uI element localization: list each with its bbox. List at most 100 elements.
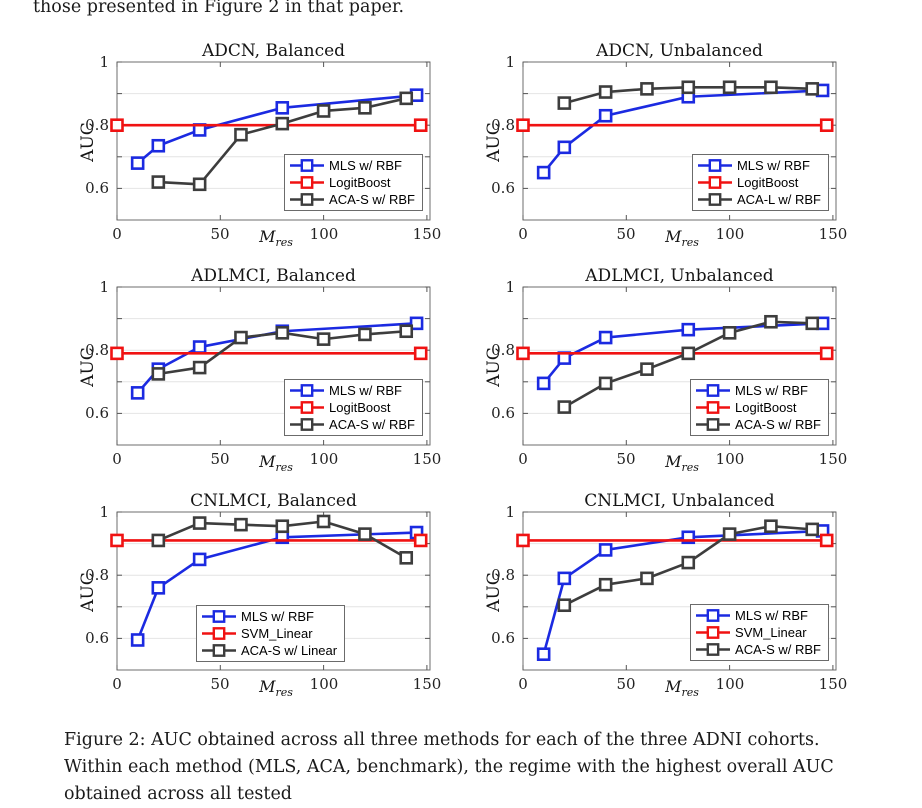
legend-item: MLS w/ RBF — [695, 607, 821, 624]
data-point-marker — [151, 581, 166, 595]
legend-item-label: MLS w/ RBF — [329, 383, 402, 398]
legend-item: ACA-S w/ Linear — [201, 642, 337, 659]
legend-item: SVM_Linear — [201, 625, 337, 642]
legend-item: LogitBoost — [289, 174, 415, 191]
x-tick-label: 150 — [412, 225, 442, 243]
data-point-marker — [819, 346, 834, 361]
data-point-marker — [358, 327, 372, 342]
plot-area — [516, 61, 837, 221]
legend-item: ACA-S w/ RBF — [695, 416, 821, 433]
legend-item: ACA-L w/ RBF — [697, 191, 821, 208]
data-point-marker — [234, 517, 248, 532]
data-point-marker — [234, 330, 248, 345]
data-point-marker — [516, 533, 530, 548]
data-point-marker — [358, 527, 372, 541]
data-point-marker — [805, 316, 820, 331]
legend-line-sample — [290, 401, 325, 414]
data-point-marker — [316, 514, 331, 529]
data-point-marker — [316, 104, 331, 118]
plot-area — [516, 286, 837, 446]
legend-item-label: SVM_Linear — [735, 625, 807, 640]
chart-title: ADCN, Balanced — [201, 41, 346, 61]
x-tick-label: 0 — [518, 225, 528, 243]
axes-box — [522, 286, 837, 446]
legend: MLS w/ RBF LogitBoost ACA-S w/ RBF — [284, 379, 423, 436]
legend-item: ACA-S w/ RBF — [289, 191, 415, 208]
data-point-marker — [598, 376, 613, 391]
chart-title: CNLMCI, Balanced — [190, 491, 357, 511]
legend-item: LogitBoost — [697, 174, 821, 191]
data-point-marker — [681, 322, 696, 337]
y-tick-label: 1 — [99, 278, 109, 296]
legend-line-sample — [696, 384, 731, 397]
data-point-marker — [557, 96, 572, 110]
data-point-marker — [805, 82, 820, 96]
data-point-marker — [640, 82, 654, 96]
data-point-marker — [413, 346, 428, 361]
x-tick-label: 150 — [412, 450, 442, 468]
x-tick-label: 0 — [518, 675, 528, 693]
data-point-marker — [598, 330, 613, 345]
data-point-marker — [722, 326, 737, 340]
x-tick-label: 100 — [309, 450, 339, 468]
data-point-marker — [722, 80, 737, 95]
data-point-marker — [130, 156, 145, 170]
data-point-marker — [640, 362, 654, 376]
x-tick-label: 100 — [309, 225, 339, 243]
data-point-marker — [516, 346, 530, 361]
legend-item: MLS w/ RBF — [695, 382, 821, 399]
data-point-marker — [722, 527, 737, 541]
x-tick-label: 50 — [616, 450, 636, 468]
x-tick-label: 50 — [210, 675, 230, 693]
legend: MLS w/ RBF SVM_Linear ACA-S w/ RBF — [690, 604, 829, 661]
data-point-marker — [516, 118, 530, 132]
x-tick-label: 50 — [210, 450, 230, 468]
plot-area — [110, 511, 431, 671]
x-tick-label: 150 — [818, 675, 848, 693]
legend-item-label: MLS w/ RBF — [329, 158, 402, 173]
legend-item-label: ACA-S w/ RBF — [329, 417, 415, 432]
data-point-marker — [358, 101, 372, 115]
data-point-marker — [557, 571, 572, 586]
chart-cnlmci-balanced: CNLMCI, Balanced AUC 1 0.8 0.6 0 50 100 … — [0, 490, 461, 715]
legend: MLS w/ RBF LogitBoost ACA-S w/ RBF — [284, 154, 423, 211]
legend-item: MLS w/ RBF — [289, 157, 415, 174]
x-axis-label: Mres — [665, 677, 699, 700]
legend-item-label: MLS w/ RBF — [735, 608, 808, 623]
chart-adlmci-balanced: ADLMCI, Balanced AUC 1 0.8 0.6 0 50 100 … — [0, 265, 461, 490]
data-point-marker — [151, 367, 166, 381]
data-point-marker — [413, 118, 428, 132]
axes-box — [522, 511, 837, 671]
legend-line-sample — [696, 418, 731, 431]
y-tick-label: 0.6 — [491, 179, 515, 197]
y-tick-label: 0.8 — [85, 116, 109, 134]
legend-line-sample — [290, 159, 325, 172]
data-point-marker — [151, 138, 166, 153]
x-tick-label: 150 — [818, 450, 848, 468]
data-point-marker — [819, 533, 834, 548]
data-point-marker — [130, 386, 145, 400]
legend-item-label: ACA-S w/ RBF — [735, 642, 821, 657]
x-tick-label: 100 — [715, 225, 745, 243]
y-tick-label: 0.8 — [491, 566, 515, 584]
axes-box — [522, 61, 837, 221]
data-point-marker — [275, 519, 290, 534]
x-tick-label: 150 — [412, 675, 442, 693]
data-point-marker — [805, 522, 820, 537]
data-point-marker — [192, 177, 207, 192]
y-tick-label: 0.8 — [491, 341, 515, 359]
plot-area — [110, 286, 431, 446]
legend-line-sample — [202, 644, 236, 657]
data-point-marker — [557, 400, 572, 414]
chart-adcn-unbalanced: ADCN, Unbalanced AUC 1 0.8 0.6 0 50 100 … — [461, 40, 922, 265]
legend-line-sample — [290, 193, 325, 206]
x-tick-label: 50 — [616, 225, 636, 243]
chart-title: ADLMCI, Unbalanced — [585, 266, 774, 286]
chart-adcn-balanced: ADCN, Balanced AUC 1 0.8 0.6 0 50 100 15… — [0, 40, 461, 265]
data-point-marker — [764, 314, 778, 329]
legend-line-sample — [697, 193, 732, 206]
data-point-marker — [413, 533, 428, 548]
data-point-marker — [557, 140, 572, 155]
y-tick-label: 0.8 — [85, 341, 109, 359]
